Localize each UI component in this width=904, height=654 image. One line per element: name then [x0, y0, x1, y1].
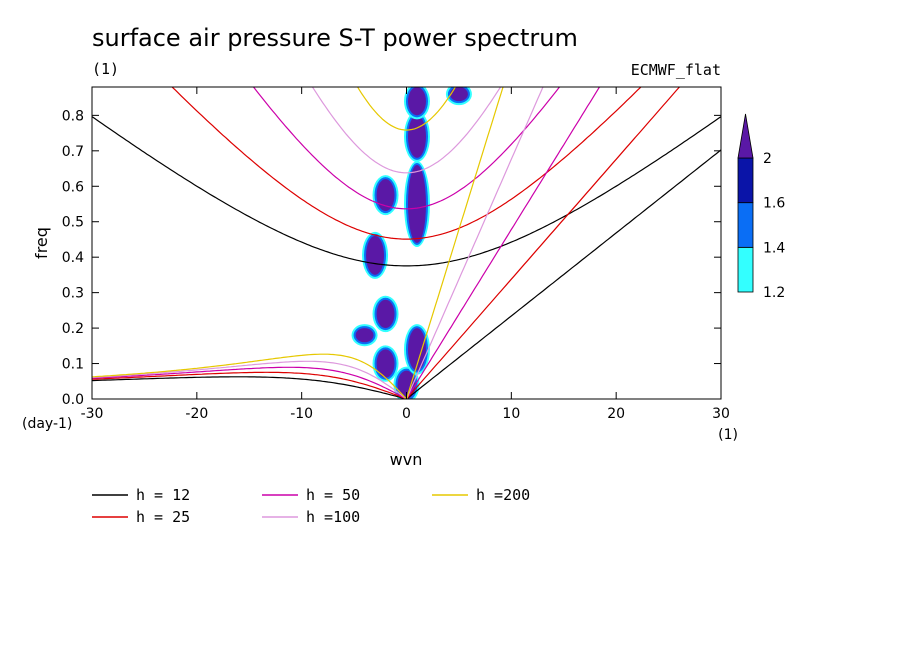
y-axis: 0.0 0.1 0.2 0.3 0.4 0.5 0.6 0.7 0.8 [62, 108, 721, 408]
y-tick-label: 0.0 [62, 392, 84, 408]
legend-label: h =100 [306, 508, 360, 526]
inertia-gravity-curve [311, 87, 502, 174]
x-tick-label: -30 [81, 406, 104, 422]
legend-label: h = 25 [136, 508, 190, 526]
legend-label: h = 12 [136, 486, 190, 504]
y-tick-label: 0.4 [62, 250, 84, 266]
colorbar-segment [737, 246, 754, 293]
x-axis-label: wvn [390, 450, 423, 469]
y-tick-label: 0.1 [62, 357, 84, 373]
inertia-gravity-curve [92, 116, 721, 267]
legend-label: h =200 [476, 486, 530, 504]
x-tick-label: 10 [502, 406, 520, 422]
y-axis-label: freq [32, 227, 51, 259]
kelvin-curve [406, 149, 721, 399]
colorbar-label: 1.4 [763, 240, 785, 256]
y-tick-label: 0.6 [62, 179, 84, 195]
rossby-curve [92, 366, 407, 399]
colorbar: 1.2 1.4 1.6 2 [737, 113, 785, 301]
inertia-gravity-curve [356, 87, 457, 131]
power-region [372, 295, 399, 333]
rossby-curve [92, 360, 407, 399]
power-contours [351, 87, 472, 399]
colorbar-segment [737, 202, 754, 248]
power-region [393, 366, 420, 399]
inertia-gravity-curve [252, 87, 561, 210]
y-tick-label: 0.8 [62, 108, 84, 124]
chart-subtitle-right: ECMWF_flat [631, 61, 721, 79]
y-tick-label: 0.5 [62, 215, 84, 231]
y-tick-label: 0.2 [62, 321, 84, 337]
power-region [445, 87, 472, 106]
rossby-curve [92, 353, 407, 399]
kelvin-curve [405, 87, 544, 399]
y-unit-label: (day-1) [22, 416, 72, 432]
power-region [403, 161, 430, 247]
x-axis: -30 -20 -10 0 10 20 30 [81, 87, 730, 422]
power-region [351, 324, 378, 347]
x-tick-label: 0 [402, 406, 411, 422]
x-unit-label: (1) [718, 427, 738, 443]
x-tick-label: -20 [185, 406, 208, 422]
power-region [372, 175, 399, 216]
power-region [403, 87, 430, 120]
kelvin-curve [406, 87, 681, 399]
colorbar-label: 1.2 [763, 285, 785, 301]
kelvin-curve [405, 87, 601, 399]
kelvin-curve [405, 87, 504, 399]
x-tick-label: 20 [607, 406, 625, 422]
x-tick-label: -10 [290, 406, 313, 422]
colorbar-extension [737, 113, 754, 159]
y-tick-label: 0.7 [62, 144, 84, 160]
rossby-curve [92, 376, 407, 399]
power-region [372, 345, 399, 382]
x-tick-label: 30 [712, 406, 730, 422]
inertia-gravity-curve [171, 87, 642, 240]
legend-label: h = 50 [306, 486, 360, 504]
chart-title: surface air pressure S-T power spectrum [92, 24, 578, 52]
colorbar-segment [737, 157, 754, 204]
power-region [362, 231, 389, 279]
legend: h = 12 h = 25 h = 50 h =100 h =200 [92, 486, 530, 526]
dispersion-curves [92, 87, 721, 399]
chart-subtitle-left: (1) [92, 60, 119, 78]
rossby-curve [92, 371, 407, 399]
y-tick-label: 0.3 [62, 286, 84, 302]
power-region [403, 324, 430, 375]
colorbar-label: 1.6 [763, 196, 785, 212]
colorbar-label: 2 [763, 151, 772, 167]
